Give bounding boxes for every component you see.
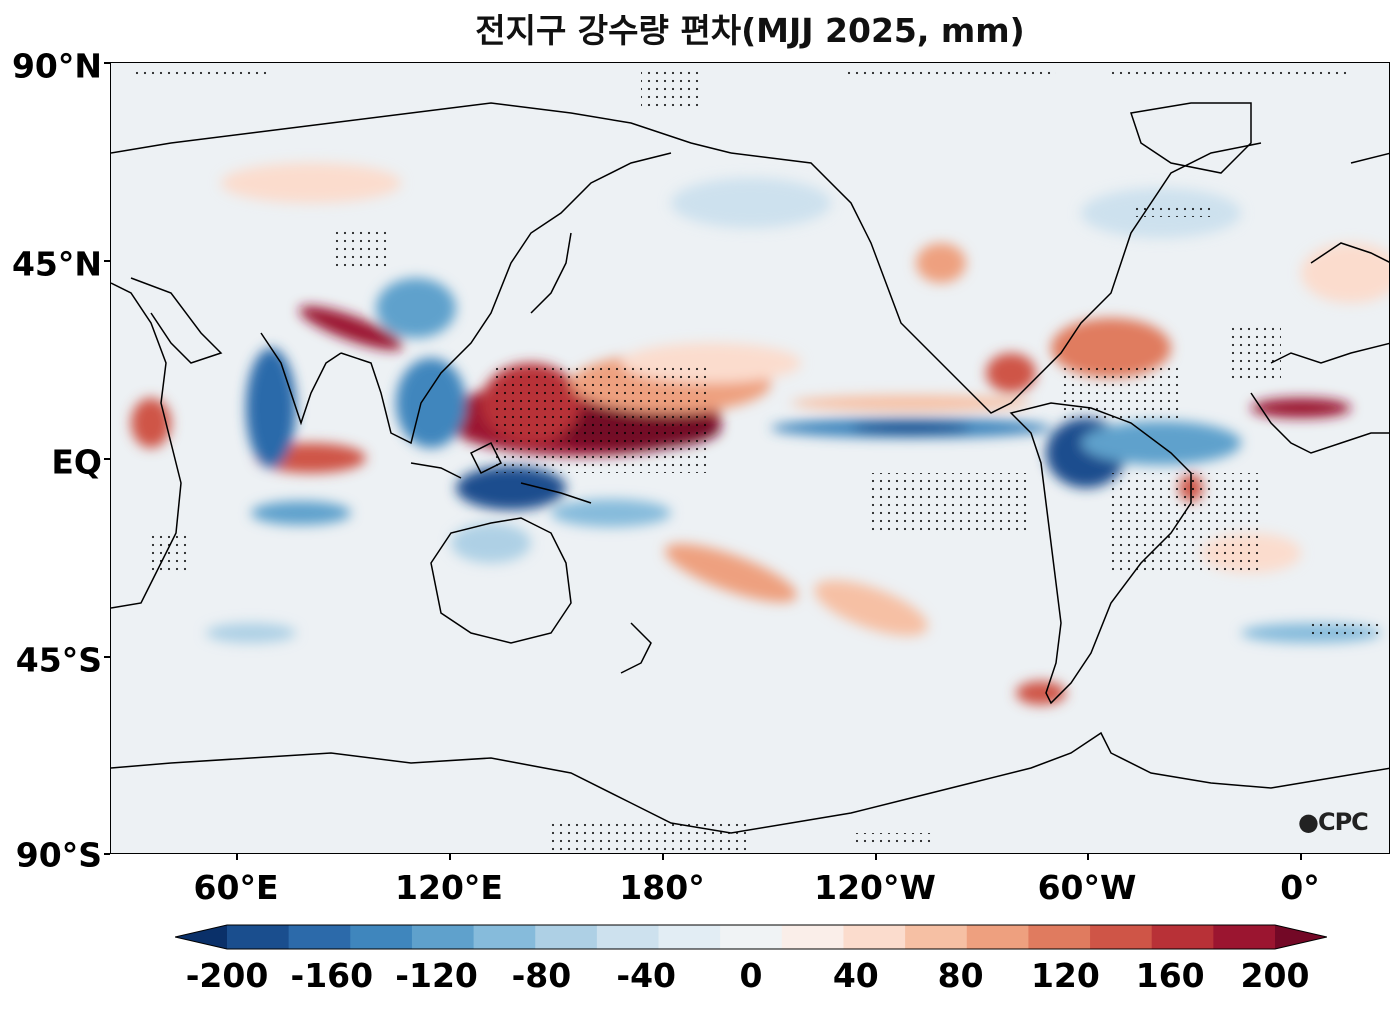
colorbar-outline xyxy=(175,924,1327,950)
lat-label-90s: 90°S xyxy=(15,835,102,875)
lon-tick xyxy=(875,854,877,860)
colorbar-segment xyxy=(658,925,721,949)
colorbar-segment xyxy=(1090,925,1153,949)
anomaly-field xyxy=(131,163,1389,705)
lat-label-90n: 90°N xyxy=(11,46,102,86)
lat-tick xyxy=(104,260,110,262)
colorbar-segment xyxy=(350,925,413,949)
colorbar-segment xyxy=(1213,925,1276,949)
colorbar-tick-label: -200 xyxy=(185,956,269,995)
colorbar-tick-label: 80 xyxy=(937,956,984,995)
colorbar-segment xyxy=(720,925,783,949)
lon-tick xyxy=(236,854,238,860)
lon-tick xyxy=(662,854,664,860)
colorbar-segment xyxy=(1028,925,1091,949)
lat-label-45n: 45°N xyxy=(11,244,102,284)
lon-label-0: 0° xyxy=(1280,868,1320,907)
logo-circle-icon: ● xyxy=(1298,808,1319,836)
lon-label-120w: 120°W xyxy=(814,868,936,907)
lat-label-45s: 45°S xyxy=(15,640,102,680)
precipitation-anomaly-map xyxy=(110,62,1390,854)
colorbar-segment xyxy=(535,925,598,949)
colorbar-segment xyxy=(411,925,475,949)
lat-tick xyxy=(104,62,110,64)
cpc-logo: ●CPC xyxy=(1298,808,1369,836)
colorbar-segment xyxy=(288,925,351,949)
lat-tick xyxy=(104,853,110,855)
lon-label-180: 180° xyxy=(619,868,705,907)
colorbar-segment xyxy=(781,925,844,949)
colorbar-segment xyxy=(843,925,906,949)
colorbar-extend-low xyxy=(175,925,227,949)
lon-tick xyxy=(1087,854,1089,860)
colorbar-segment xyxy=(227,925,290,949)
colorbar-tick-label: 40 xyxy=(832,956,879,995)
lat-label-eq: EQ xyxy=(51,442,102,482)
coastlines xyxy=(111,102,1389,834)
colorbar xyxy=(175,924,1327,950)
lat-tick xyxy=(104,656,110,658)
colorbar-tick-label: 120 xyxy=(1030,956,1100,995)
colorbar-segment xyxy=(596,925,660,949)
logo-text: CPC xyxy=(1317,808,1369,836)
lon-tick xyxy=(1300,854,1302,860)
colorbar-tick-label: -40 xyxy=(616,956,676,995)
colorbar-tick-label: -120 xyxy=(395,956,478,995)
colorbar-segment xyxy=(966,925,1029,949)
map-canvas xyxy=(111,71,1389,851)
map-title: 전지구 강수량 편차(MJJ 2025, mm) xyxy=(475,11,1025,50)
colorbar-extend-high xyxy=(1275,925,1327,949)
significance-stippling xyxy=(131,71,1381,851)
colorbar-tick-label: 200 xyxy=(1240,956,1310,995)
lat-tick xyxy=(104,458,110,460)
lon-tick xyxy=(449,854,451,860)
colorbar-tick-label: 160 xyxy=(1135,956,1205,995)
colorbar-tick-label: -160 xyxy=(290,956,374,995)
lon-label-60e: 60°E xyxy=(193,868,279,907)
lon-label-120e: 120°E xyxy=(395,868,503,907)
colorbar-tick-label: 0 xyxy=(739,956,763,995)
colorbar-segment xyxy=(905,925,968,949)
colorbar-segment xyxy=(1151,925,1214,949)
lon-label-60w: 60°W xyxy=(1037,868,1137,907)
colorbar-segment xyxy=(473,925,536,949)
colorbar-tick-label: -80 xyxy=(511,956,572,995)
